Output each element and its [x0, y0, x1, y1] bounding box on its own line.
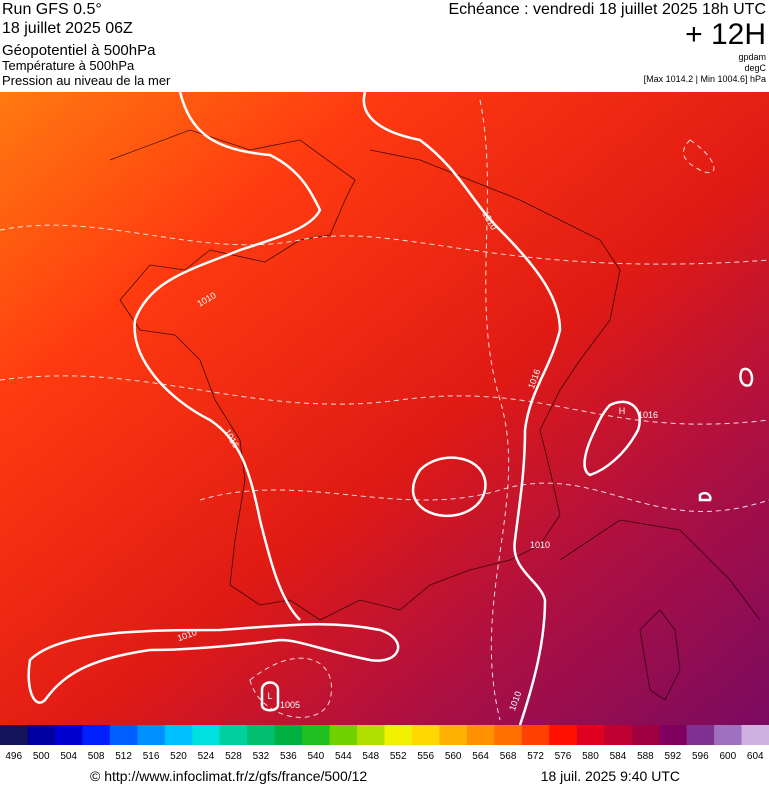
isotherm: [249, 657, 332, 718]
isobar: [27, 623, 400, 704]
scale-label: 512: [115, 751, 132, 762]
color-swatch: [714, 725, 743, 745]
color-swatch: [604, 725, 633, 745]
scale-label: 500: [33, 751, 50, 762]
scale-label: 496: [5, 751, 22, 762]
color-swatch: [82, 725, 111, 745]
scale-label: 548: [362, 751, 379, 762]
color-swatch: [741, 725, 769, 745]
color-swatch: [247, 725, 276, 745]
coastline: [559, 519, 761, 621]
scale-label: 552: [390, 751, 407, 762]
isobar: [411, 456, 487, 518]
scale-label: 524: [198, 751, 215, 762]
scale-label: 572: [527, 751, 544, 762]
color-swatch: [549, 725, 578, 745]
isotherm: [0, 224, 769, 265]
scale-label: 568: [500, 751, 517, 762]
forecast-time: Echéance : vendredi 18 juillet 2025 18h …: [448, 1, 766, 18]
color-swatch: [659, 725, 688, 745]
color-swatch: [521, 725, 550, 745]
color-swatch: [411, 725, 440, 745]
color-swatch: [302, 725, 331, 745]
scale-label: 596: [692, 751, 709, 762]
scale-label: 536: [280, 751, 297, 762]
scale-label: 516: [143, 751, 160, 762]
unit-label: degC: [744, 63, 766, 73]
color-swatch: [686, 725, 715, 745]
isobar-label: 1010: [530, 540, 550, 550]
color-swatch: [0, 725, 28, 745]
color-swatch: [164, 725, 193, 745]
run-date: 18 juillet 2025 06Z: [2, 20, 133, 37]
isobar: [133, 91, 322, 621]
color-swatch: [274, 725, 303, 745]
scale-label: 544: [335, 751, 352, 762]
isobar-label: 1016: [638, 410, 658, 420]
isobar: [260, 681, 280, 712]
color-swatch: [357, 725, 385, 745]
unit-label: gpdam: [738, 52, 766, 62]
pressure-range: [Max 1014.2 | Min 1004.6] hPa: [644, 74, 766, 84]
color-swatch: [109, 725, 138, 745]
scale-label: 604: [747, 751, 764, 762]
scale-label: 592: [665, 751, 682, 762]
color-swatch: [631, 725, 660, 745]
scale-label: 560: [445, 751, 462, 762]
scale-label: 504: [60, 751, 77, 762]
scale-label: 600: [719, 751, 736, 762]
scale-label: 508: [88, 751, 105, 762]
isobar-label: 1005: [280, 700, 300, 710]
isotherm: [479, 99, 510, 721]
isobar: [698, 491, 712, 502]
color-swatch: [494, 725, 523, 745]
color-swatch: [384, 725, 413, 745]
source-credit: © http://www.infoclimat.fr/z/gfs/france/…: [90, 768, 367, 784]
map-title: Géopotentiel à 500hPa: [2, 42, 156, 59]
color-swatch: [466, 725, 495, 745]
coastline: [639, 609, 681, 701]
scale-label: 520: [170, 751, 187, 762]
scale-label: 532: [253, 751, 270, 762]
scale-label: 584: [610, 751, 627, 762]
temperature-field: [0, 92, 769, 725]
run-label: Run GFS 0.5°: [2, 1, 102, 18]
isotherm: [682, 139, 715, 174]
scale-label: 580: [582, 751, 599, 762]
scale-label: 576: [555, 751, 572, 762]
pressure-center: H: [619, 406, 626, 416]
scale-label: 528: [225, 751, 242, 762]
pressure-center: L: [267, 691, 272, 701]
color-swatch: [137, 725, 166, 745]
lead-time: + 12H: [685, 18, 766, 51]
map-subtitle: Température à 500hPa: [2, 58, 135, 73]
color-swatch: [439, 725, 468, 745]
color-swatch: [54, 725, 83, 745]
color-scale: 496 500 504 508 512 516 520 524 528 532 536 540 544 5…: [0, 725, 769, 762]
isotherm: [199, 482, 769, 512]
scale-label: 540: [307, 751, 324, 762]
isotherm: [0, 375, 769, 425]
color-swatch: [576, 725, 605, 745]
color-swatch: [329, 725, 358, 745]
generation-time: 18 juil. 2025 9:40 UTC: [541, 768, 680, 784]
isobar: [362, 91, 562, 726]
color-swatch: [27, 725, 56, 745]
scale-label: 556: [417, 751, 434, 762]
scale-label: 588: [637, 751, 654, 762]
color-swatch: [219, 725, 248, 745]
map-subtitle: Pression au niveau de la mer: [2, 73, 171, 88]
color-swatch: [192, 725, 221, 745]
isobar: [583, 400, 641, 477]
scale-label: 564: [472, 751, 489, 762]
isobar: [739, 367, 754, 387]
